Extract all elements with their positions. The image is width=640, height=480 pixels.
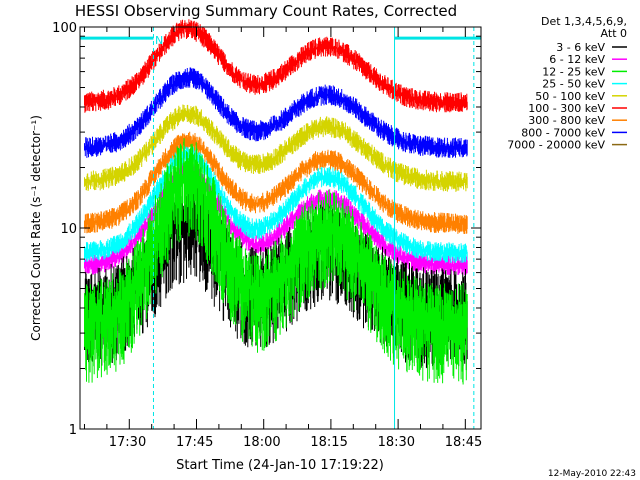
plot-area <box>79 19 481 429</box>
series-300-800-kev <box>84 131 468 234</box>
legend-header-line: Det 1,3,4,5,6,9, <box>541 15 627 28</box>
series-800-7000-kev <box>84 67 468 158</box>
y-tick-label: 10 <box>60 222 77 237</box>
series-25-50-kev <box>84 146 468 263</box>
legend-label: 12 - 25 keV <box>542 65 605 78</box>
series-50-100-kev <box>84 104 468 192</box>
x-axis-label: Start Time (24-Jan-10 17:19:22) <box>176 458 384 473</box>
chart-title: HESSI Observing Summary Count Rates, Cor… <box>75 2 457 20</box>
legend-label: 100 - 300 keV <box>528 102 605 115</box>
legend-label: 300 - 800 keV <box>528 114 605 127</box>
legend-label: 7000 - 20000 keV <box>507 139 605 152</box>
x-tick-label: 18:00 <box>243 435 280 450</box>
timestamp: 12-May-2010 22:43 <box>548 469 636 479</box>
x-tick-label: 17:45 <box>176 435 213 450</box>
legend-label: 6 - 12 keV <box>549 53 605 66</box>
y-tick-label: 1 <box>69 423 77 438</box>
annotation-n: N <box>155 34 163 47</box>
axes: 1 10 100 17:30 17:45 18:00 18:15 18:30 18:45 <box>52 21 482 450</box>
x-tick-label: 18:45 <box>445 435 482 450</box>
legend-header-line: Att 0 <box>601 27 627 40</box>
y-axis-label: Corrected Count Rate (s⁻¹ detector⁻¹) <box>29 115 43 341</box>
legend-label: 25 - 50 keV <box>542 78 605 91</box>
x-tick-label: 18:30 <box>378 435 415 450</box>
series-12-25-kev <box>84 138 468 385</box>
y-tick-label: 100 <box>52 21 77 36</box>
series-100-300-kev <box>84 19 468 113</box>
legend-label: 50 - 100 keV <box>535 90 605 103</box>
x-tick-label: 17:30 <box>109 435 146 450</box>
legend-label: 800 - 7000 keV <box>521 126 605 139</box>
legend-label: 3 - 6 keV <box>556 41 605 54</box>
x-tick-label: 18:15 <box>310 435 347 450</box>
